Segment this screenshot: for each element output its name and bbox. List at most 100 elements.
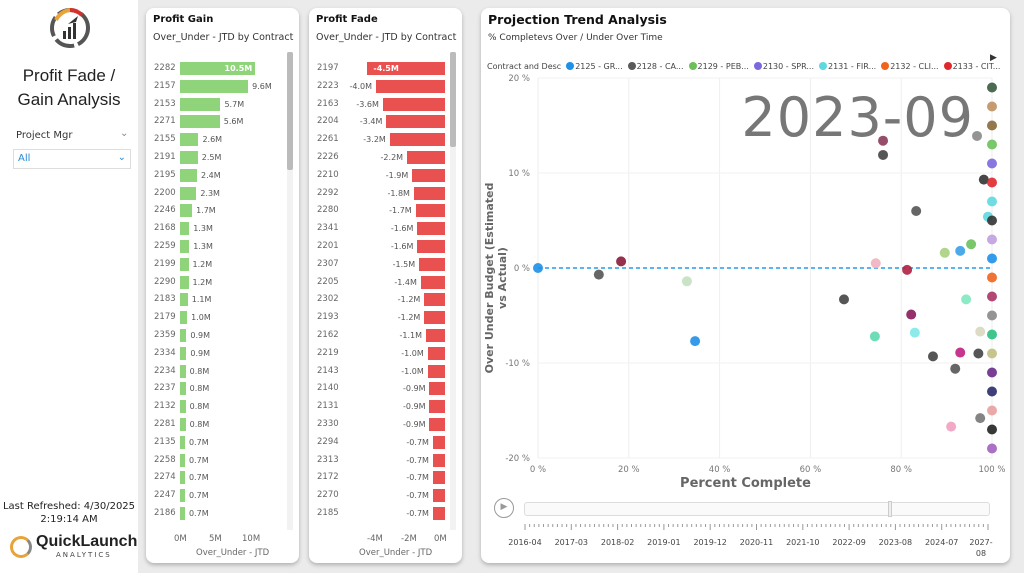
bar[interactable]	[427, 364, 445, 378]
timeline-label[interactable]: 2018-02	[601, 538, 634, 547]
data-point[interactable]	[987, 443, 997, 454]
bar-row[interactable]: 2200 2.3M	[146, 186, 299, 201]
bar[interactable]	[180, 115, 220, 129]
bar[interactable]	[424, 293, 445, 307]
bar-row[interactable]: 2132 0.8M	[146, 400, 299, 414]
bar[interactable]	[386, 115, 445, 129]
legend-item[interactable]: 2129 - PEB...	[688, 62, 749, 71]
bar-row[interactable]: 2280 -1.7M	[309, 204, 462, 218]
bar-row[interactable]: 2172 -0.7M	[309, 471, 462, 485]
bar[interactable]	[180, 471, 185, 485]
scrollbar[interactable]	[287, 52, 293, 170]
bar[interactable]	[415, 204, 445, 218]
bar[interactable]	[429, 418, 445, 431]
bar-row[interactable]: 2234 0.8M	[146, 364, 299, 379]
bar[interactable]	[417, 222, 445, 236]
data-point[interactable]	[927, 351, 938, 362]
bar-row[interactable]: 2259 1.3M	[146, 240, 299, 254]
data-point[interactable]	[973, 348, 984, 359]
play-button[interactable]: ▶	[494, 498, 514, 518]
data-point[interactable]	[972, 130, 983, 141]
bar-row[interactable]: 2219 -1.0M	[309, 346, 462, 361]
bar[interactable]	[180, 257, 189, 271]
data-point[interactable]	[987, 82, 997, 93]
data-point[interactable]	[911, 206, 922, 216]
timeline-label[interactable]: 2024-07	[925, 538, 958, 547]
timeline-label[interactable]: 2020-11	[740, 538, 773, 547]
data-point[interactable]	[987, 272, 997, 283]
data-point[interactable]	[878, 149, 889, 160]
data-point[interactable]	[838, 294, 849, 305]
data-point[interactable]	[987, 310, 997, 321]
timeline-slider-thumb[interactable]	[888, 501, 893, 517]
bar[interactable]	[180, 186, 197, 200]
bar[interactable]	[382, 97, 445, 111]
bar-row[interactable]: 2313 -0.7M	[309, 453, 462, 468]
data-point[interactable]	[939, 247, 950, 258]
timeline-label[interactable]: 2027-	[969, 538, 992, 547]
timeline-label[interactable]: 2016-04	[508, 538, 541, 547]
data-point[interactable]	[966, 239, 977, 250]
bar[interactable]	[180, 62, 255, 75]
bar[interactable]	[429, 382, 445, 396]
data-point[interactable]	[987, 424, 997, 435]
bar-row[interactable]: 2157 9.6M	[146, 79, 299, 94]
bar-row[interactable]: 2290 1.2M	[146, 275, 299, 290]
timeline-label[interactable]: 2022-09	[832, 538, 865, 547]
bar[interactable]	[180, 507, 185, 520]
bar-row[interactable]: 2334 0.9M	[146, 346, 299, 361]
bar[interactable]	[407, 151, 445, 164]
timeline-label[interactable]: 08	[976, 549, 986, 558]
bar[interactable]	[180, 293, 188, 307]
timeline-label[interactable]: 2021-10	[786, 538, 819, 547]
data-point[interactable]	[593, 269, 604, 280]
bar-row[interactable]: 2140 -0.9M	[309, 382, 462, 396]
bar-row[interactable]: 2191 2.5M	[146, 151, 299, 165]
data-point[interactable]	[616, 256, 627, 267]
bar[interactable]	[376, 79, 445, 93]
data-point[interactable]	[987, 348, 997, 359]
legend-item[interactable]: 2125 - GR...	[566, 62, 623, 71]
bar-row[interactable]: 2195 2.4M	[146, 168, 299, 183]
bar-row[interactable]: 2201 -1.6M	[309, 240, 462, 254]
bar[interactable]	[180, 346, 187, 360]
scrollbar[interactable]	[450, 52, 456, 147]
data-point[interactable]	[987, 120, 997, 131]
bar-row[interactable]: 2270 -0.7M	[309, 489, 462, 503]
bar-row[interactable]: 2261 -3.2M	[309, 133, 462, 147]
data-point[interactable]	[987, 177, 997, 188]
legend-next-icon[interactable]: ▶	[990, 53, 997, 63]
bar[interactable]	[417, 240, 445, 253]
bar-row[interactable]: 2307 -1.5M	[309, 257, 462, 272]
bar-row[interactable]: 2131 -0.9M	[309, 400, 462, 414]
legend-item[interactable]: 2130 - SPR...	[753, 62, 814, 71]
scrollbar-track[interactable]	[287, 52, 293, 530]
project-mgr-select[interactable]: All ⌄	[13, 149, 131, 169]
bar-row[interactable]: 2274 0.7M	[146, 471, 299, 485]
legend-item[interactable]: 2132 - CLI...	[881, 62, 939, 71]
bar[interactable]	[180, 453, 185, 467]
data-point[interactable]	[987, 234, 997, 245]
bar[interactable]	[413, 186, 445, 200]
data-point[interactable]	[975, 413, 986, 424]
bar[interactable]	[420, 275, 445, 289]
data-point[interactable]	[987, 196, 997, 207]
bar[interactable]	[432, 435, 445, 449]
bar[interactable]	[180, 489, 185, 503]
timeline-slider[interactable]	[524, 501, 990, 517]
bar[interactable]	[424, 311, 445, 325]
bar[interactable]	[432, 453, 445, 467]
bar[interactable]	[180, 97, 221, 111]
chevron-down-icon[interactable]: ⌄	[120, 128, 129, 139]
bar-row[interactable]: 2281 0.8M	[146, 418, 299, 432]
bar-row[interactable]: 2168 1.3M	[146, 222, 299, 236]
bar-row[interactable]: 2205 -1.4M	[309, 275, 462, 290]
bar[interactable]	[180, 400, 186, 414]
bar-row[interactable]: 2186 0.7M	[146, 507, 299, 521]
bar-row[interactable]: 2226 -2.2M	[309, 151, 462, 165]
bar-row[interactable]: 2210 -1.9M	[309, 168, 462, 183]
data-point[interactable]	[909, 327, 920, 338]
bar[interactable]	[180, 382, 186, 396]
data-point[interactable]	[987, 253, 997, 264]
bar-row[interactable]: 2341 -1.6M	[309, 222, 462, 236]
